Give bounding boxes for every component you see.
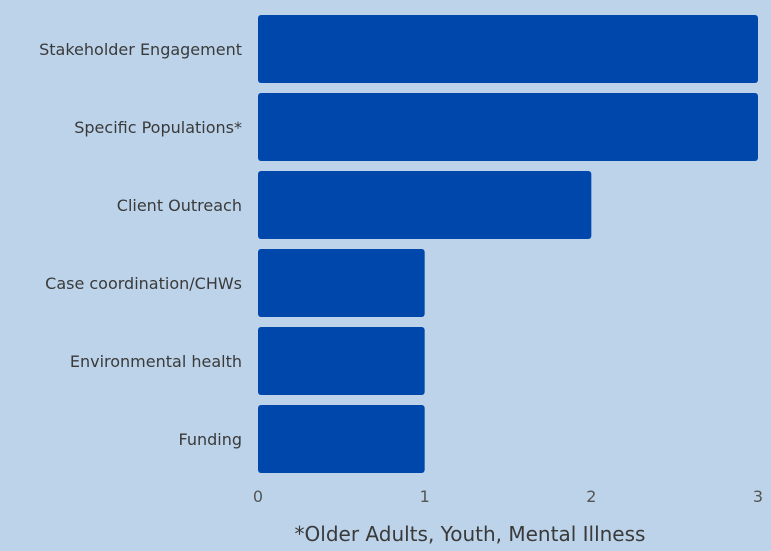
x-tick-label-2: 2 (586, 487, 596, 506)
category-labels: Stakeholder Engagement Specific Populatio… (39, 40, 242, 449)
footnote: *Older Adults, Youth, Mental Illness (295, 522, 646, 546)
category-label-1: Specific Populations* (74, 118, 242, 137)
bar-1 (258, 93, 758, 161)
bar-0 (258, 15, 758, 83)
bar-5 (258, 405, 425, 473)
category-label-2: Client Outreach (117, 196, 242, 215)
bar-2 (258, 171, 592, 239)
bar-3 (258, 249, 425, 317)
x-axis-ticks: 0 1 2 3 (253, 487, 763, 506)
bars-group (258, 15, 758, 473)
category-label-3: Case coordination/CHWs (45, 274, 242, 293)
x-tick-label-3: 3 (753, 487, 763, 506)
category-label-4: Environmental health (70, 352, 242, 371)
category-label-5: Funding (178, 430, 242, 449)
category-label-0: Stakeholder Engagement (39, 40, 242, 59)
x-tick-label-1: 1 (420, 487, 430, 506)
bar-4 (258, 327, 425, 395)
x-tick-label-0: 0 (253, 487, 263, 506)
